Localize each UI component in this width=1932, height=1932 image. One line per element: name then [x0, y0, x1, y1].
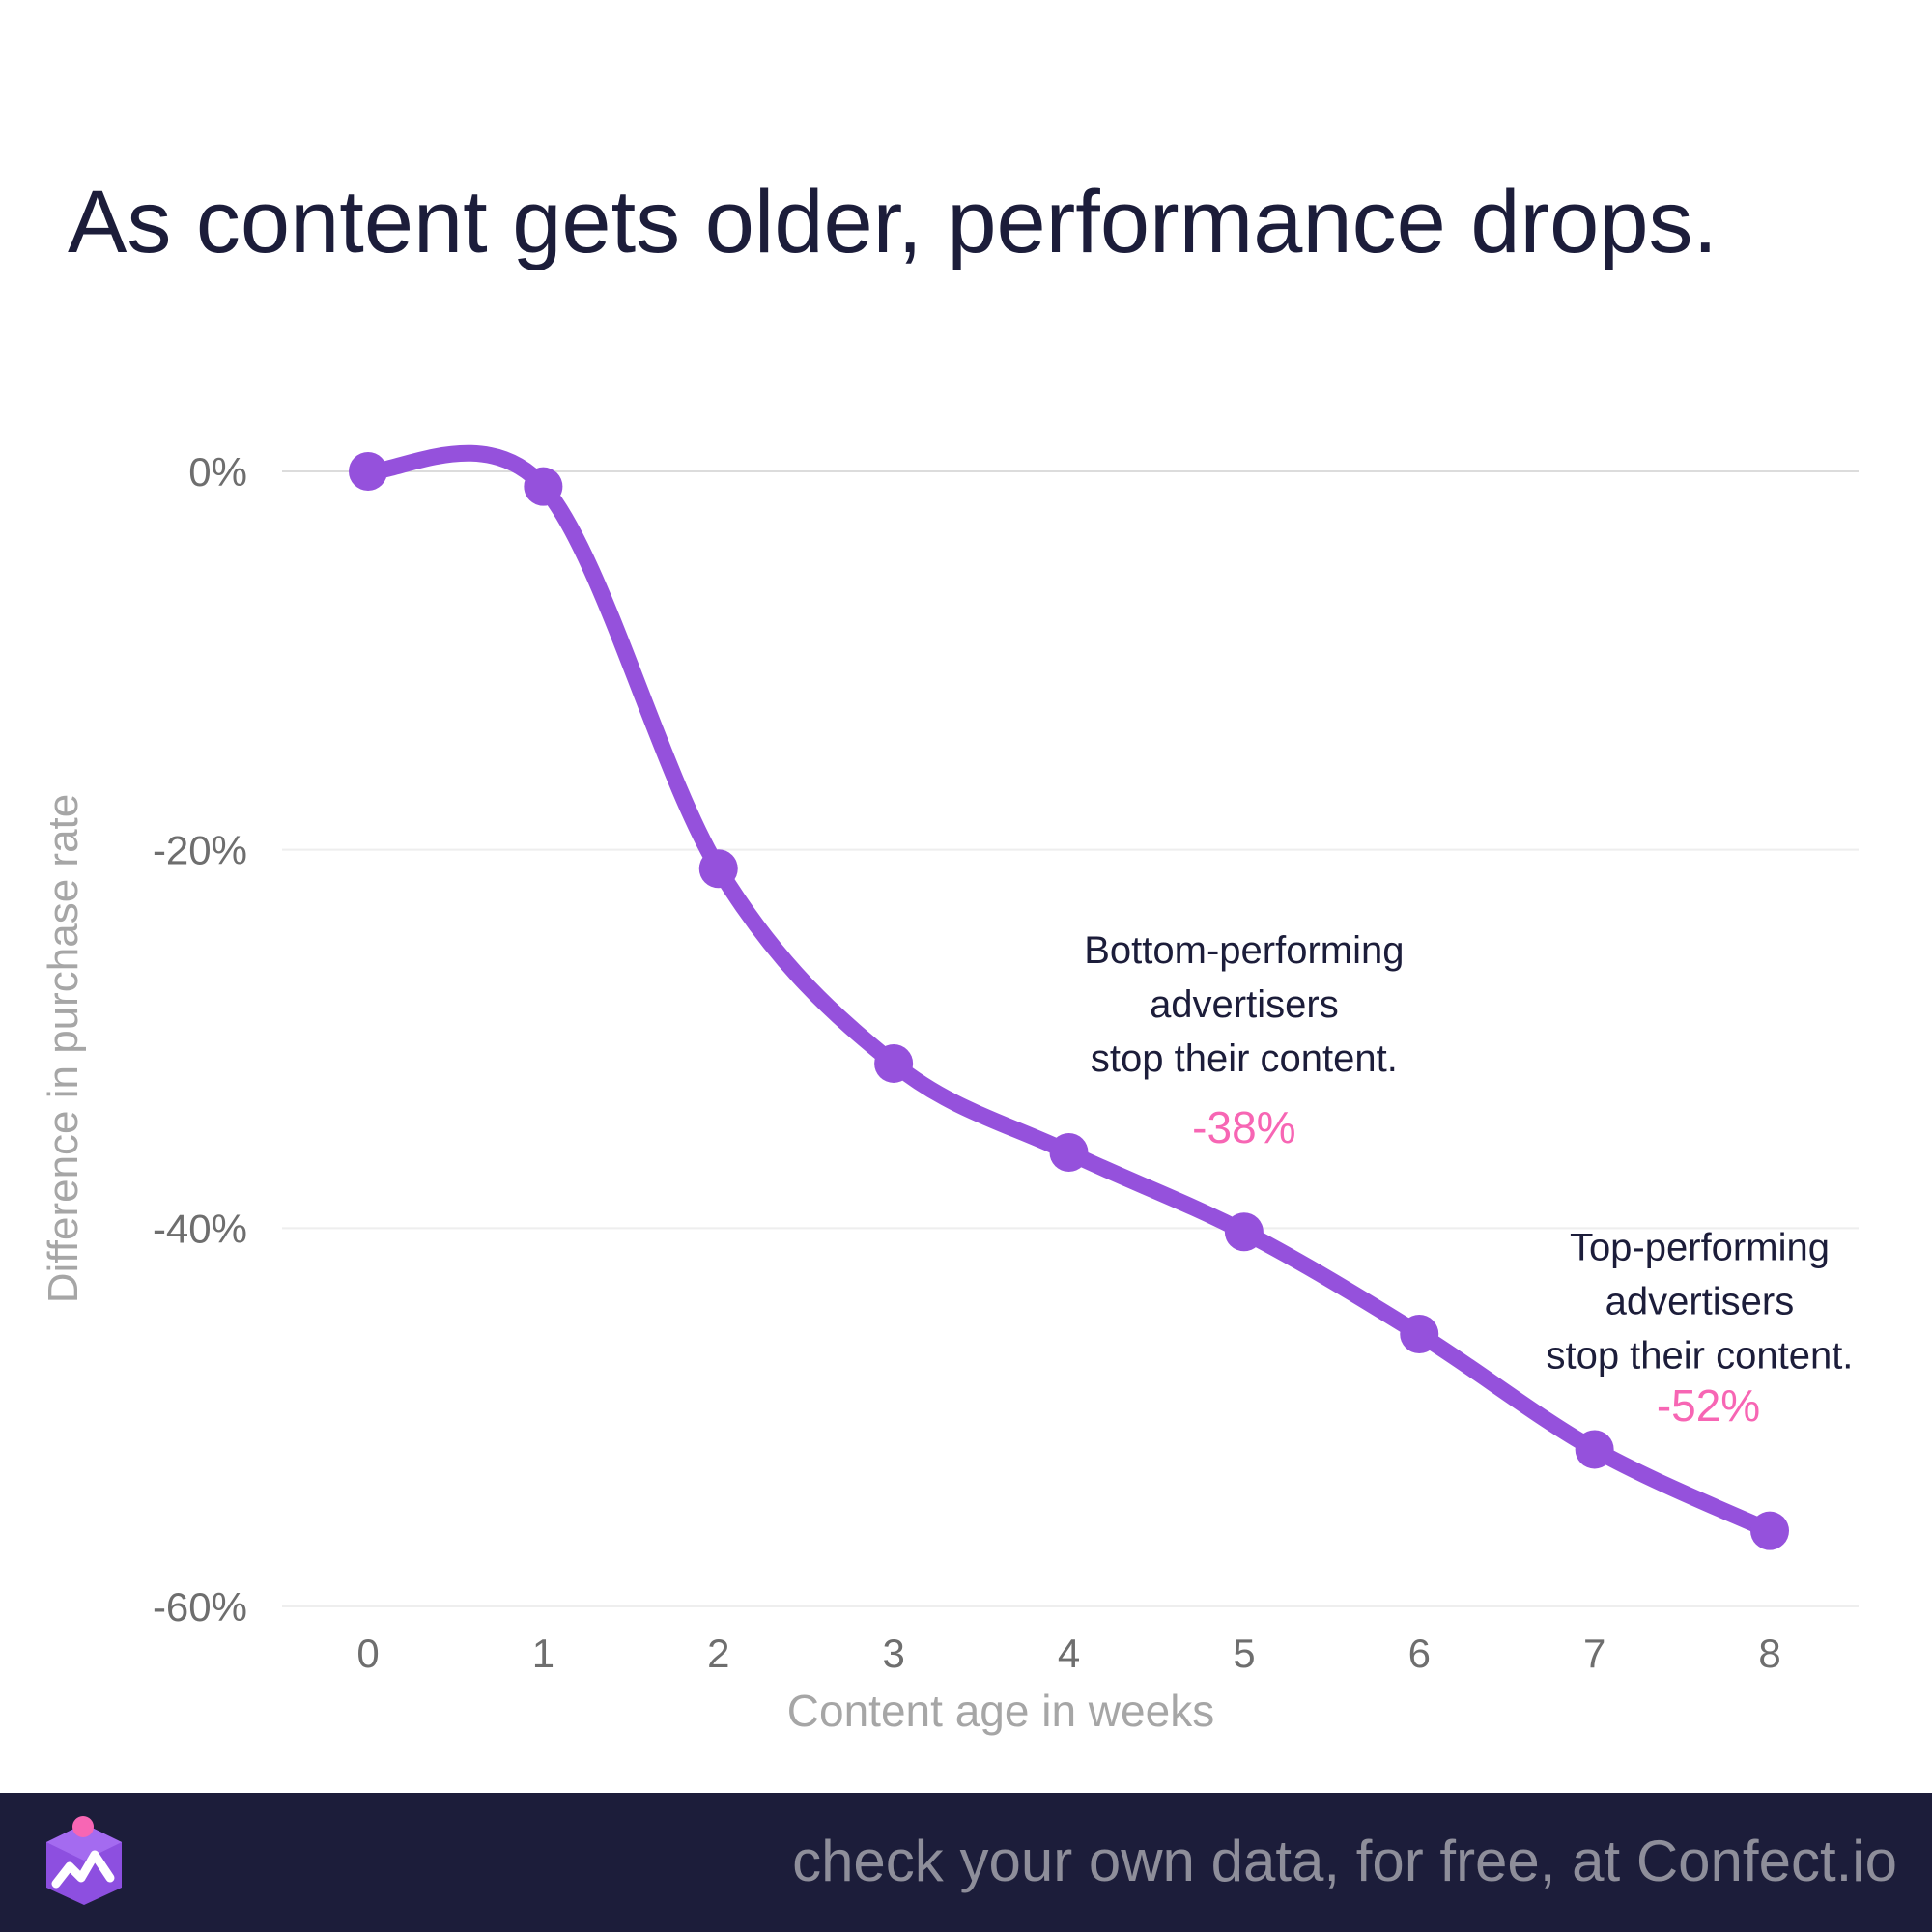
annotation-text: Top-performing advertisers stop their cont…	[1546, 1227, 1853, 1378]
annotation-value: -38%	[1192, 1102, 1295, 1152]
annotation-text: Bottom-performing advertisers stop their c…	[1084, 929, 1404, 1080]
x-axis-ticks: 0 1 2 3 4 5 6 7 8	[356, 1631, 1780, 1676]
data-points	[349, 452, 1789, 1550]
data-point	[524, 467, 563, 506]
annotation-line: -38%	[1192, 1102, 1295, 1152]
x-tick-label: 0	[356, 1631, 379, 1676]
x-tick-label: 1	[532, 1631, 554, 1676]
data-point	[1575, 1430, 1614, 1469]
annotation-line: stop their content.	[1546, 1335, 1853, 1378]
y-axis-label: Difference in purchase rate	[40, 794, 87, 1303]
x-axis-label: Content age in weeks	[787, 1686, 1214, 1736]
annotation-line: stop their content.	[1091, 1037, 1398, 1080]
data-point	[1750, 1511, 1789, 1550]
data-point	[874, 1043, 914, 1083]
x-tick-label: 3	[882, 1631, 904, 1676]
gridlines	[282, 470, 1859, 1607]
x-tick-label: 6	[1408, 1631, 1431, 1676]
x-tick-label: 2	[707, 1631, 729, 1676]
annotations: Bottom-performing advertisers stop their c…	[1084, 929, 1853, 1431]
y-tick-label: -40%	[153, 1206, 247, 1251]
annotation-line: Bottom-performing	[1084, 929, 1404, 972]
data-point	[1049, 1133, 1089, 1172]
data-point	[1400, 1315, 1439, 1353]
data-point	[1224, 1212, 1264, 1252]
annotation-line: Top-performing	[1570, 1227, 1830, 1269]
line-chart: 0% -20% -40% -60% 0 1 2 3 4 5 6 7 8 Difference in p…	[40, 444, 1859, 1736]
footer-cta-text: check your own data, for free, at Confec…	[792, 1829, 1897, 1893]
annotation-value: -52%	[1657, 1380, 1760, 1431]
y-tick-label: -20%	[153, 828, 247, 873]
y-tick-label: -60%	[153, 1584, 247, 1630]
x-tick-label: 7	[1583, 1631, 1605, 1676]
x-tick-label: 8	[1758, 1631, 1780, 1676]
data-point	[349, 452, 387, 491]
footer-banner: check your own data, for free, at Confec…	[0, 1793, 1932, 1932]
y-tick-label: 0%	[188, 449, 247, 495]
x-tick-label: 4	[1058, 1631, 1080, 1676]
y-axis-ticks: 0% -20% -40% -60%	[153, 449, 247, 1630]
chart-title: As content gets older, performance drops…	[68, 173, 1719, 271]
annotation-line: advertisers	[1150, 983, 1339, 1026]
x-tick-label: 5	[1233, 1631, 1255, 1676]
series-line	[359, 444, 1778, 1540]
series-line-group	[359, 444, 1778, 1540]
annotation-line: -52%	[1657, 1380, 1760, 1431]
annotation-line: advertisers	[1605, 1281, 1795, 1323]
data-point	[698, 849, 738, 889]
confect-logo-icon[interactable]	[41, 1816, 128, 1909]
